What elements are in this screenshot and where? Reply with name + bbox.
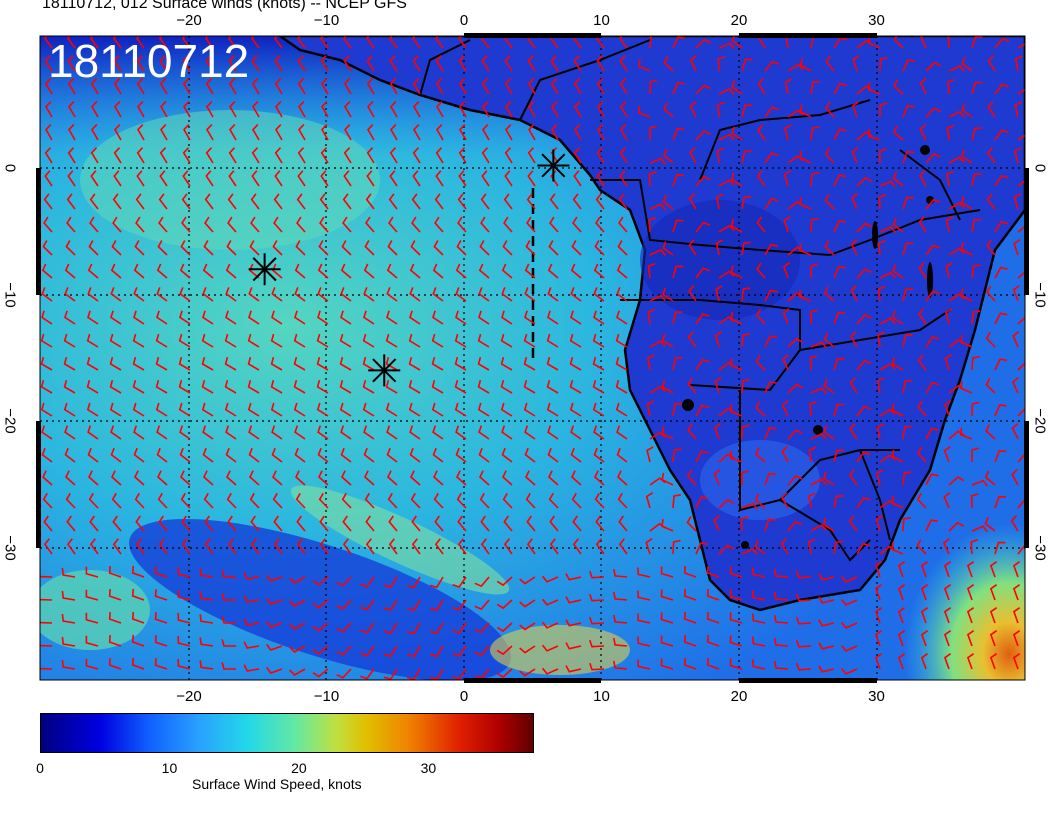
colorbar-tick-label: 0 <box>36 760 44 776</box>
lat-tick-label: −20 <box>1031 408 1049 434</box>
storm-center-marker <box>368 354 401 387</box>
colorbar-label: Surface Wind Speed, knots <box>192 776 362 792</box>
lon-tick-label: 30 <box>868 688 885 705</box>
colorbar-tick-label: 10 <box>161 760 178 776</box>
storm-center-marker <box>248 253 281 286</box>
lon-tick-label: 20 <box>730 688 748 705</box>
storm-center-marker <box>537 149 570 182</box>
colorbar-tick-label: 30 <box>420 760 437 776</box>
lat-tick-label: 0 <box>1031 163 1049 173</box>
africa-landmass <box>277 36 1025 612</box>
lat-tick-label: −20 <box>1 408 19 434</box>
map-title: 18110712, 012 Surface winds (knots) -- N… <box>42 0 407 12</box>
lon-tick-label: 0 <box>459 688 469 705</box>
colorbar <box>40 713 534 753</box>
lat-tick-label: −10 <box>1 281 19 308</box>
colorbar-tick-label: 20 <box>291 760 307 776</box>
lon-tick-label: 30 <box>868 12 885 29</box>
lat-tick-label: 0 <box>1 163 19 173</box>
lon-tick-label: 20 <box>730 12 748 29</box>
storm-markers <box>248 149 570 387</box>
lon-tick-label: 10 <box>593 12 610 29</box>
lon-tick-label: −20 <box>176 688 202 705</box>
timestamp-label: 18110712 <box>48 35 250 87</box>
lat-tick-label: −10 <box>1031 281 1049 308</box>
lon-tick-label: −20 <box>176 12 202 29</box>
wind-barbs-layer <box>40 36 1025 680</box>
lon-tick-label: −10 <box>313 12 340 29</box>
lat-tick-label: −30 <box>1 534 19 561</box>
lat-tick-label: −30 <box>1031 534 1049 561</box>
lon-tick-label: 0 <box>459 12 469 29</box>
lon-tick-label: −10 <box>313 688 340 705</box>
lon-tick-label: 10 <box>593 688 610 705</box>
border-bars <box>36 33 1029 683</box>
southern-low-swirl <box>129 519 511 680</box>
graticule <box>40 36 1025 680</box>
